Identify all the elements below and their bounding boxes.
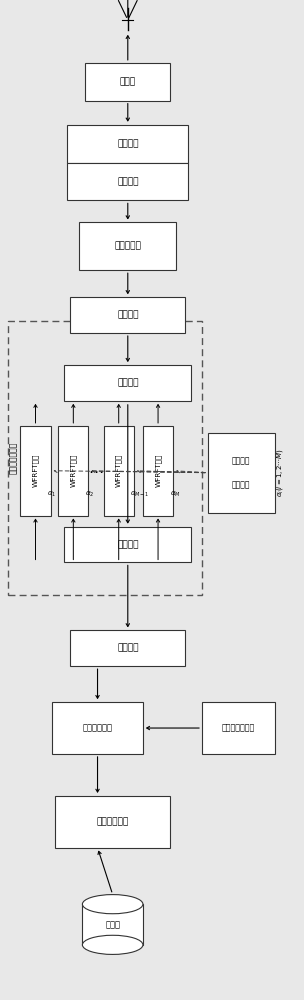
FancyBboxPatch shape xyxy=(55,796,170,848)
Text: 数字基带映射: 数字基带映射 xyxy=(97,817,129,826)
FancyBboxPatch shape xyxy=(20,426,51,516)
FancyBboxPatch shape xyxy=(52,702,143,754)
Ellipse shape xyxy=(82,895,143,914)
Text: $\cdots$: $\cdots$ xyxy=(88,463,104,478)
Text: $\alpha_{M-1}$: $\alpha_{M-1}$ xyxy=(130,490,150,499)
Text: $\alpha_2$: $\alpha_2$ xyxy=(85,490,94,499)
Text: 上变频: 上变频 xyxy=(120,77,136,86)
FancyBboxPatch shape xyxy=(143,426,173,516)
Text: WFRFT处理: WFRFT处理 xyxy=(116,454,122,487)
FancyBboxPatch shape xyxy=(202,702,275,754)
Text: 数据分发: 数据分发 xyxy=(117,540,139,549)
Text: 数据输出: 数据输出 xyxy=(117,177,139,186)
Text: 参数选择: 参数选择 xyxy=(232,480,250,489)
Text: WFRFT处理: WFRFT处理 xyxy=(155,454,161,487)
FancyBboxPatch shape xyxy=(70,630,185,666)
FancyBboxPatch shape xyxy=(208,433,275,513)
Text: $\alpha_i(i=1,2\cdots M)$: $\alpha_i(i=1,2\cdots M)$ xyxy=(275,448,285,497)
FancyBboxPatch shape xyxy=(85,63,170,101)
Text: 并串转换: 并串转换 xyxy=(117,311,139,320)
FancyBboxPatch shape xyxy=(70,297,185,333)
Text: 数据合并: 数据合并 xyxy=(117,378,139,387)
Text: 扩频码产生模块: 扩频码产生模块 xyxy=(222,724,255,733)
FancyBboxPatch shape xyxy=(104,426,134,516)
Text: 数字调制波: 数字调制波 xyxy=(114,242,141,251)
Text: 扩频编码模块: 扩频编码模块 xyxy=(82,724,112,733)
Text: 串并转换: 串并转换 xyxy=(117,644,139,653)
FancyBboxPatch shape xyxy=(79,222,176,270)
FancyBboxPatch shape xyxy=(64,527,191,562)
FancyBboxPatch shape xyxy=(58,426,88,516)
Text: WFRFT处理: WFRFT处理 xyxy=(70,454,77,487)
Text: 波形处理: 波形处理 xyxy=(117,139,139,148)
Text: 变换域加密模块: 变换域加密模块 xyxy=(9,442,18,474)
Text: $\alpha_M$: $\alpha_M$ xyxy=(170,490,180,499)
Bar xyxy=(82,904,143,945)
Ellipse shape xyxy=(82,935,143,954)
FancyBboxPatch shape xyxy=(67,163,188,200)
FancyBboxPatch shape xyxy=(64,365,191,401)
Text: $\alpha_1$: $\alpha_1$ xyxy=(47,490,56,499)
Text: WFRFT处理: WFRFT处理 xyxy=(32,454,39,487)
FancyBboxPatch shape xyxy=(67,125,188,163)
Text: 加密变换: 加密变换 xyxy=(232,456,250,465)
Text: 数据源: 数据源 xyxy=(105,920,120,929)
